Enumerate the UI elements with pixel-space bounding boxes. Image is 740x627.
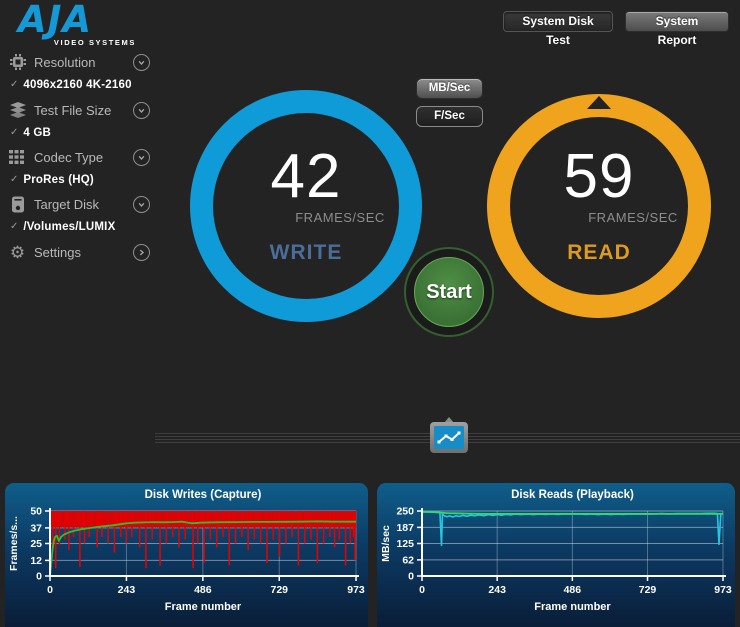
check-icon: ✓ — [10, 174, 19, 185]
svg-text:0: 0 — [419, 584, 425, 596]
sidebar-item-resolution[interactable]: Resolution — [8, 52, 150, 72]
svg-text:486: 486 — [564, 584, 582, 596]
disk-writes-chart: 0 12 25 37 50 0 243 486 729 973 Disk Writes (Captu… — [8, 489, 365, 613]
start-button[interactable]: Start — [404, 247, 494, 337]
read-label: READ — [567, 241, 631, 264]
line-chart-icon — [434, 426, 464, 449]
disk-reads-panel: 0 62 125 187 250 0 243 486 729 973 Disk Reads (Pla… — [377, 483, 735, 627]
svg-text:250: 250 — [396, 506, 414, 518]
sidebar-value-target-disk[interactable]: ✓ /Volumes/LUMIX — [10, 220, 116, 233]
svg-text:Frame number: Frame number — [534, 601, 611, 613]
disk-writes-panel: 0 12 25 37 50 0 243 486 729 973 Disk Writes (Captu… — [5, 483, 368, 627]
sidebar-item-label: Resolution — [34, 54, 96, 70]
svg-text:0: 0 — [47, 584, 53, 596]
chevron-down-icon[interactable] — [133, 101, 150, 119]
svg-text:125: 125 — [396, 538, 414, 550]
disk-reads-chart: 0 62 125 187 250 0 243 486 729 973 Disk Reads (Pla… — [380, 489, 732, 613]
chevron-down-icon[interactable] — [133, 53, 150, 71]
svg-text:12: 12 — [30, 555, 42, 567]
sidebar-value-codec-type[interactable]: ✓ ProRes (HQ) — [10, 173, 94, 186]
system-disk-test-button[interactable]: System Disk Test — [503, 11, 613, 47]
svg-text:Disk Reads (Playback): Disk Reads (Playback) — [511, 489, 634, 501]
sidebar-item-test-file-size[interactable]: Test File Size — [8, 100, 150, 120]
svg-text:243: 243 — [118, 584, 136, 596]
svg-text:MB/sec: MB/sec — [380, 525, 392, 562]
svg-text:243: 243 — [488, 584, 506, 596]
svg-text:973: 973 — [714, 584, 732, 596]
start-button-face: Start — [414, 257, 484, 327]
svg-text:0: 0 — [36, 571, 42, 583]
sidebar-item-target-disk[interactable]: Target Disk — [8, 194, 150, 214]
svg-text:486: 486 — [194, 584, 212, 596]
fsec-toggle-button[interactable]: F/Sec — [416, 106, 483, 127]
layers-icon — [8, 101, 27, 119]
read-gauge-needle-notch — [587, 96, 611, 109]
mbsec-toggle-button[interactable]: MB/Sec — [416, 78, 483, 99]
sidebar-item-settings[interactable]: ⚙ Settings — [8, 242, 150, 262]
svg-text:62: 62 — [402, 554, 414, 566]
write-gauge: 42 FRAMES/SEC WRITE — [190, 90, 422, 322]
check-icon: ✓ — [10, 127, 19, 138]
svg-text:0: 0 — [408, 571, 414, 583]
svg-text:973: 973 — [347, 584, 365, 596]
chip-icon — [8, 53, 27, 71]
graph-toggle-notch — [444, 417, 454, 423]
svg-text:25: 25 — [30, 538, 42, 550]
check-icon: ✓ — [10, 79, 19, 90]
graph-panel-toggle-button[interactable] — [430, 422, 468, 453]
disk-icon — [8, 195, 27, 213]
svg-text:729: 729 — [270, 584, 288, 596]
chevron-down-icon[interactable] — [133, 195, 150, 213]
write-value: 42 — [270, 142, 342, 211]
write-label: WRITE — [269, 241, 343, 264]
svg-text:Frame number: Frame number — [165, 601, 242, 613]
svg-text:729: 729 — [639, 584, 657, 596]
svg-text:50: 50 — [30, 506, 42, 518]
read-unit: FRAMES/SEC — [588, 210, 678, 225]
sidebar-item-label: Test File Size — [34, 102, 112, 118]
read-value: 59 — [563, 142, 635, 211]
aja-logo: AJA VIDEO SYSTEMS — [18, 0, 138, 47]
svg-text:Frames/s...: Frames/s... — [8, 516, 20, 571]
grid-icon — [8, 148, 27, 166]
gear-icon: ⚙ — [9, 242, 26, 262]
sidebar-item-label: Codec Type — [34, 149, 104, 165]
chevron-right-icon[interactable] — [133, 243, 150, 261]
system-report-button[interactable]: System Report — [625, 11, 729, 47]
svg-text:37: 37 — [30, 522, 42, 534]
sidebar-item-label: Target Disk — [34, 196, 100, 212]
sidebar-item-codec-type[interactable]: Codec Type — [8, 147, 150, 167]
svg-text:187: 187 — [396, 522, 414, 534]
sidebar-value-resolution[interactable]: ✓ 4096x2160 4K-2160 — [10, 78, 132, 91]
svg-text:Disk Writes (Capture): Disk Writes (Capture) — [145, 489, 262, 501]
sidebar-value-test-file-size[interactable]: ✓ 4 GB — [10, 126, 52, 139]
aja-logo-subtitle: VIDEO SYSTEMS — [53, 38, 136, 47]
sidebar-item-label: Settings — [34, 244, 81, 260]
read-gauge: 59 FRAMES/SEC READ — [487, 94, 711, 318]
write-unit: FRAMES/SEC — [295, 210, 385, 225]
check-icon: ✓ — [10, 221, 19, 232]
aja-logo-text: AJA — [18, 0, 93, 41]
chevron-down-icon[interactable] — [133, 148, 150, 166]
